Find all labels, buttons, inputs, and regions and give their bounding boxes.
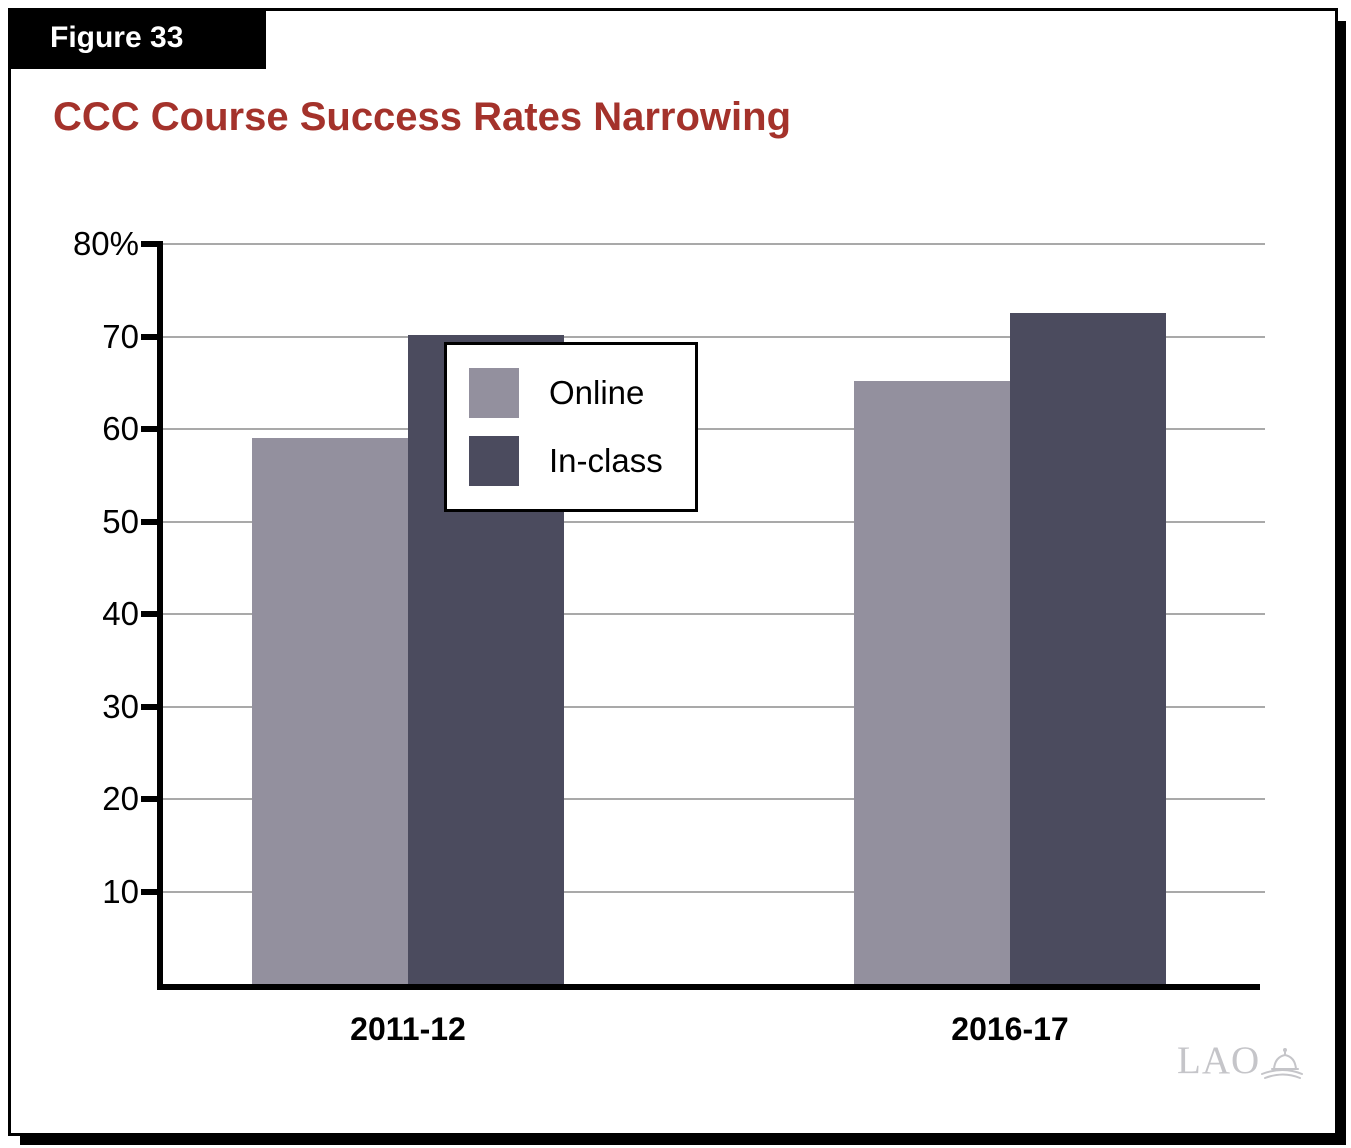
figure-number-label: Figure 33 — [8, 8, 267, 69]
legend-label-online: Online — [549, 374, 645, 411]
legend-item-online: Online — [469, 368, 663, 418]
y-tick-label-20: 20 — [102, 780, 139, 817]
y-tick-30 — [141, 703, 157, 710]
capitol-dome-icon — [1261, 1048, 1304, 1079]
y-tick-20 — [141, 796, 157, 802]
y-tick-80 — [141, 241, 157, 247]
y-tick-50 — [141, 518, 157, 525]
y-tick-40 — [141, 611, 157, 617]
plot-area: 80% 70 60 50 40 30 20 10 2011-12 2016-17 — [73, 225, 1265, 1047]
y-tick-label-10: 10 — [102, 872, 139, 910]
gridline-70 — [163, 335, 1265, 338]
bar-online-2011-12 — [252, 438, 408, 984]
y-tick-70 — [141, 333, 157, 340]
gridline-40 — [163, 613, 1265, 615]
legend-item-in-class: In-class — [469, 436, 663, 486]
legend-swatch-in-class — [469, 436, 519, 486]
y-tick-label-60: 60 — [102, 410, 139, 447]
y-tick-label-70: 70 — [102, 317, 139, 355]
gridline-20 — [163, 798, 1265, 800]
y-tick-label-30: 30 — [102, 687, 139, 725]
legend: Online In-class — [444, 342, 698, 512]
legend-label-in-class: In-class — [549, 442, 663, 479]
gridline-60 — [163, 428, 1265, 430]
lao-logo-text: LAO — [1177, 1039, 1261, 1082]
y-tick-10 — [141, 888, 157, 895]
category-label-2016-17: 2016-17 — [951, 1011, 1069, 1047]
y-tick-label-50: 50 — [102, 502, 139, 540]
gridline-30 — [163, 705, 1265, 708]
y-tick-label-80: 80% — [72, 225, 139, 262]
category-label-2011-12: 2011-12 — [350, 1011, 466, 1047]
y-tick-label-40: 40 — [102, 595, 139, 632]
gridline-80 — [163, 243, 1265, 245]
y-axis-line — [157, 241, 163, 990]
y-tick-60 — [141, 426, 157, 432]
bar-online-2016-17 — [854, 380, 1010, 984]
gridline-10 — [163, 890, 1265, 893]
legend-swatch-online — [469, 368, 519, 418]
lao-logo: LAO — [1177, 1039, 1304, 1082]
gridline-50 — [163, 520, 1265, 523]
bar-in-class-2016-17 — [1010, 313, 1166, 984]
chart-title: CCC Course Success Rates Narrowing — [53, 95, 792, 139]
x-axis-line — [157, 984, 1260, 990]
figure-frame: Figure 33 CCC Course Success Rates Narro… — [8, 8, 1338, 1136]
